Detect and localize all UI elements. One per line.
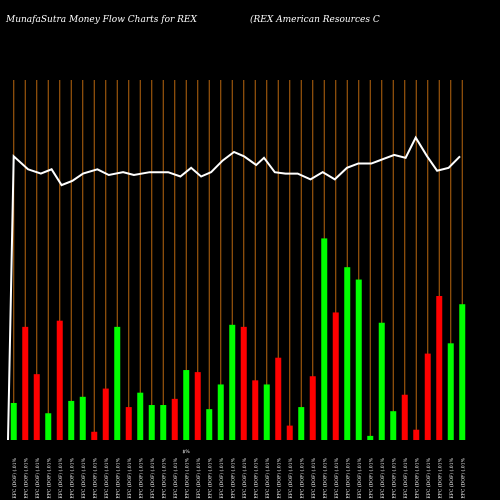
- x-tick-label: 08 EFC (DOF) (.01%: [34, 457, 41, 500]
- money-flow-bar: [252, 380, 259, 440]
- x-tick-label: 08 EFC (DOF) (.01%: [183, 457, 190, 500]
- x-tick-label: 08 EFC (DOF) (.01%: [333, 457, 340, 500]
- x-tick-label: 08 EFC (DOF) (.01%: [413, 457, 420, 500]
- money-flow-bar: [45, 413, 52, 440]
- money-flow-bar: [436, 296, 443, 440]
- money-flow-bar: [10, 402, 17, 440]
- money-flow-bar: [68, 400, 75, 440]
- price-line-path: [7, 135, 461, 441]
- money-flow-bar: [413, 429, 420, 440]
- x-tick-label: 08 EFC (DOF) (.01%: [229, 457, 236, 500]
- money-flow-bar: [56, 320, 63, 440]
- x-tick-label: 08 EFC (DOF) (.01%: [195, 457, 202, 500]
- x-tick-label: 08 EFC (DOF) (.01%: [172, 457, 179, 500]
- x-tick-label: 08 EFC (DOF) (.01%: [149, 457, 156, 500]
- money-flow-bar: [22, 326, 29, 440]
- money-flow-bar: [390, 411, 397, 440]
- x-tick-label: 08 EFC (DOF) (.01%: [310, 457, 317, 500]
- money-flow-bar: [206, 409, 213, 440]
- x-tick-label: 08 EFC (DOF) (.01%: [344, 457, 351, 500]
- x-tick-label: 08 EFC (DOF) (.01%: [45, 457, 52, 500]
- x-tick-label: 08 EFC (DOF) (.01%: [367, 457, 374, 500]
- x-tick-label-extra: $%: [183, 449, 191, 455]
- price-line: [7, 135, 461, 441]
- x-tick-label: 08 EFC (DOF) (.01%: [241, 457, 248, 500]
- money-flow-bar: [229, 324, 236, 440]
- x-tick-label: 08 EFC (DOF) (.01%: [80, 457, 87, 500]
- money-flow-bar: [194, 372, 201, 440]
- x-tick-label: 08 EFC (DOF) (.01%: [379, 457, 386, 500]
- money-flow-bar: [171, 398, 178, 440]
- x-tick-label: 08 EFC (DOF) (.01%: [321, 457, 328, 500]
- x-tick-label: 08 EFC (DOF) (.01%: [459, 457, 466, 500]
- chart-subtitle: (REX American Resources C: [250, 14, 380, 25]
- money-flow-bar: [263, 384, 270, 440]
- money-flow-bar: [447, 343, 454, 440]
- money-flow-bar: [332, 312, 339, 440]
- money-flow-bar: [459, 304, 466, 440]
- x-tick-label: 08 EFC (DOF) (.01%: [114, 457, 121, 500]
- x-tick-label: 08 EFC (DOF) (.01%: [287, 457, 294, 500]
- x-tick-label: 08 EFC (DOF) (.01%: [137, 457, 144, 500]
- money-flow-bar: [148, 405, 155, 440]
- x-tick-label: 08 EFC (DOF) (.01%: [126, 457, 133, 500]
- x-tick-label: 08 EFC (DOF) (.01%: [402, 457, 409, 500]
- money-flow-bar: [125, 407, 132, 440]
- money-flow-bar: [160, 405, 167, 440]
- x-tick-label: 08 EFC (DOF) (.01%: [298, 457, 305, 500]
- x-tick-label: 08 EFC (DOF) (.01%: [218, 457, 225, 500]
- money-flow-bar: [217, 384, 224, 440]
- money-flow-bar: [401, 394, 408, 440]
- money-flow-bar: [114, 326, 121, 440]
- x-tick-label: 08 EFC (DOF) (.01%: [425, 457, 432, 500]
- x-tick-label: 08 EFC (DOF) (.01%: [390, 457, 397, 500]
- money-flow-bar: [137, 392, 144, 440]
- money-flow-bar: [91, 431, 98, 440]
- x-tick-label: 08 EFC (DOF) (.01%: [252, 457, 259, 500]
- x-tick-label: 08 EFC (DOF) (.01%: [68, 457, 75, 500]
- x-tick-label: 08 EFC (DOF) (.01%: [275, 457, 282, 500]
- x-axis-labels: 08 EFC (DOF) (.01% 08 EFC (DOF) (.01% 08 E…: [11, 449, 467, 500]
- x-tick-label: 08 EFC (DOF) (.01%: [356, 457, 363, 500]
- money-flow-bar: [344, 267, 351, 440]
- money-flow-bar: [79, 396, 86, 440]
- x-tick-label: 08 EFC (DOF) (.01%: [448, 457, 455, 500]
- chart-title: MunafaSutra Money Flow Charts for REX: [5, 15, 197, 25]
- money-flow-bar: [355, 279, 362, 440]
- x-tick-label: 08 EFC (DOF) (.01%: [160, 457, 167, 500]
- money-flow-bar: [33, 374, 40, 440]
- money-flow-bar: [183, 370, 190, 440]
- money-flow-bar: [309, 376, 316, 440]
- x-tick-label: 08 EFC (DOF) (.01%: [206, 457, 213, 500]
- x-tick-label: 08 EFC (DOF) (.01%: [91, 457, 98, 500]
- money-flow-bar: [240, 326, 247, 440]
- money-flow-bar: [378, 322, 385, 440]
- x-tick-label: 08 EFC (DOF) (.01%: [11, 457, 18, 500]
- x-tick-label: 08 EFC (DOF) (.01%: [57, 457, 64, 500]
- x-tick-label: 08 EFC (DOF) (.01%: [22, 457, 29, 500]
- x-tick-label: 08 EFC (DOF) (.01%: [264, 457, 271, 500]
- money-flow-bar: [367, 435, 374, 440]
- x-tick-label: 08 EFC (DOF) (.01%: [436, 457, 443, 500]
- money-flow-bar: [102, 388, 109, 440]
- money-flow-bar: [298, 407, 305, 440]
- money-flow-bar: [321, 238, 328, 440]
- money-flow-bar: [424, 353, 431, 440]
- x-tick-label: 08 EFC (DOF) (.01%: [103, 457, 110, 500]
- money-flow-bar: [275, 357, 282, 440]
- money-flow-bars: [10, 238, 466, 440]
- money-flow-bar: [286, 425, 293, 440]
